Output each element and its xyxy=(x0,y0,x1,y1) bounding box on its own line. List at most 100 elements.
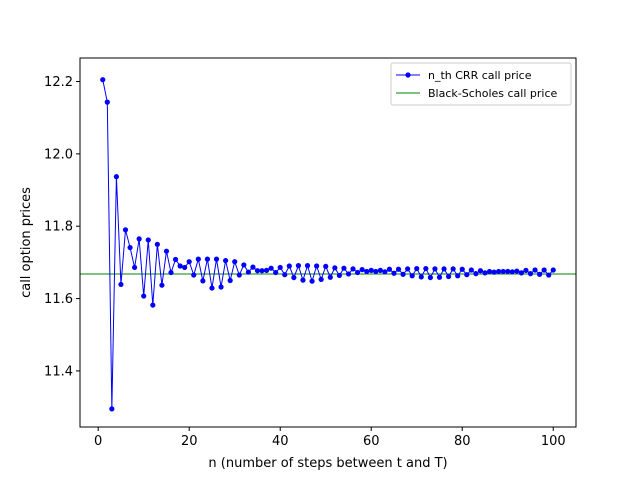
crr-data-point xyxy=(236,272,242,278)
crr-data-point xyxy=(436,274,443,280)
y-tick-label: 11.6 xyxy=(44,292,73,307)
crr-data-point xyxy=(273,269,279,276)
crr-data-point xyxy=(523,267,529,273)
crr-data-point xyxy=(163,248,170,254)
crr-data-point xyxy=(232,259,238,265)
crr-data-point xyxy=(473,271,479,277)
crr-data-point xyxy=(537,271,543,277)
crr-data-point xyxy=(377,267,383,273)
crr-data-point xyxy=(132,264,138,271)
crr-data-point xyxy=(386,266,393,272)
crr-data-point xyxy=(113,174,119,180)
crr-data-point xyxy=(514,268,520,274)
ticks-layer: 0 20 40 60 80 100 11.4 11.6 11.8 12.0 12.2 xyxy=(44,75,566,449)
crr-data-point xyxy=(414,265,420,272)
crr-data-point xyxy=(127,244,133,251)
crr-data-point xyxy=(286,263,292,269)
crr-data-point xyxy=(150,302,156,308)
crr-data-point xyxy=(168,269,174,276)
crr-data-point xyxy=(182,264,188,271)
crr-data-point xyxy=(277,264,283,271)
legend-crr-swatch-marker xyxy=(405,72,411,78)
crr-data-point xyxy=(459,266,465,272)
crr-data-point xyxy=(136,236,142,242)
crr-data-point xyxy=(509,269,515,275)
crr-data-point xyxy=(395,266,402,272)
crr-data-point xyxy=(191,272,197,278)
crr-data-point xyxy=(250,264,256,270)
crr-data-point xyxy=(477,268,484,274)
crr-data-point xyxy=(241,262,247,268)
crr-data-point xyxy=(327,274,333,280)
crr-data-point xyxy=(177,263,183,269)
crr-data-point xyxy=(341,265,347,271)
plot-frame xyxy=(79,57,577,428)
crr-data-point xyxy=(345,271,352,277)
crr-data-point xyxy=(423,265,429,272)
x-tick-label: 0 xyxy=(94,434,102,449)
crr-data-point xyxy=(100,77,106,83)
crr-data-point xyxy=(486,268,493,275)
crr-data-point xyxy=(291,274,297,281)
x-tick-label: 80 xyxy=(454,434,471,449)
crr-data-point xyxy=(441,266,447,272)
crr-data-point xyxy=(282,272,288,278)
crr-data-point xyxy=(195,256,201,262)
crr-data-point xyxy=(445,273,452,280)
crr-data-point xyxy=(518,270,524,276)
x-tick-label: 100 xyxy=(541,434,566,449)
crr-data-point xyxy=(455,273,461,279)
crr-data-point xyxy=(218,284,224,290)
crr-data-point xyxy=(546,272,552,278)
crr-data-point xyxy=(418,274,424,280)
crr-data-point xyxy=(186,259,192,265)
crr-data-point xyxy=(491,269,497,275)
crr-data-point xyxy=(550,267,556,273)
series-layer xyxy=(80,77,576,412)
crr-data-point xyxy=(323,263,329,269)
crr-data-point xyxy=(468,267,474,273)
crr-data-point xyxy=(527,271,534,277)
crr-data-point xyxy=(482,270,488,276)
x-tick-label: 60 xyxy=(363,434,380,449)
crr-data-point xyxy=(145,237,151,243)
crr-data-point xyxy=(204,256,211,262)
legend-crr-label: n_th CRR call price xyxy=(428,69,532,82)
crr-data-point xyxy=(314,263,320,269)
y-tick-label: 12.0 xyxy=(44,147,73,162)
crr-data-point xyxy=(359,267,365,273)
crr-data-point xyxy=(364,268,370,275)
y-tick-label: 11.4 xyxy=(44,364,73,379)
crr-data-point xyxy=(464,272,470,278)
crr-data-point xyxy=(104,99,110,105)
crr-data-point xyxy=(496,268,502,275)
crr-data-point xyxy=(373,268,379,275)
legend-black-scholes-label: Black-Scholes call price xyxy=(428,87,558,100)
crr-data-point xyxy=(450,266,456,272)
crr-series-line xyxy=(102,79,554,409)
y-axis-label: call option prices xyxy=(19,187,34,298)
legend-box xyxy=(390,62,572,106)
legend: n_th CRR call price Black-Scholes call p… xyxy=(390,62,572,106)
crr-data-point xyxy=(400,271,406,277)
crr-data-point xyxy=(336,272,342,279)
crr-data-point xyxy=(304,263,311,269)
crr-data-point xyxy=(263,267,270,273)
crr-data-point xyxy=(541,267,547,273)
crr-data-point xyxy=(268,265,274,271)
y-tick-label: 12.2 xyxy=(44,75,73,90)
crr-data-point xyxy=(141,293,147,299)
crr-data-point xyxy=(213,256,220,262)
crr-data-point xyxy=(309,278,315,284)
crr-data-point xyxy=(109,406,115,412)
crr-data-point xyxy=(209,285,215,291)
crr-data-point xyxy=(200,278,206,284)
crr-data-point xyxy=(432,266,438,272)
crr-data-point xyxy=(409,273,415,279)
x-axis-label: n (number of steps between t and T) xyxy=(208,456,447,471)
crr-data-point xyxy=(350,266,356,272)
crr-data-point xyxy=(368,267,374,273)
crr-data-point xyxy=(391,270,397,276)
crr-data-point xyxy=(532,267,538,273)
